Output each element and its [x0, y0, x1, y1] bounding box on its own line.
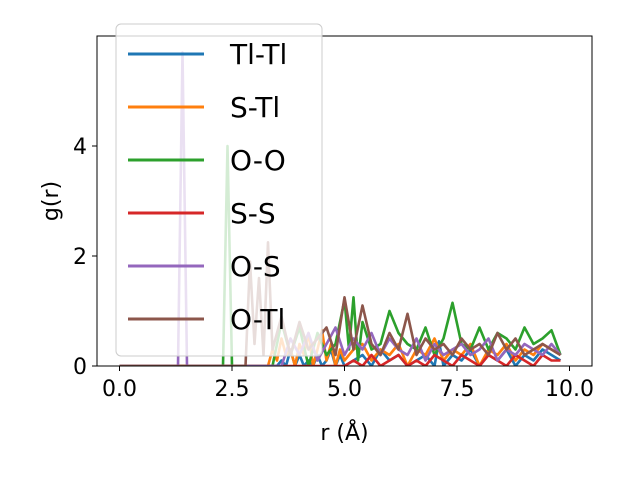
y-ticks: 0 2 4: [73, 135, 97, 380]
x-ticks: 0.0 2.5 5.0 7.5 10.0: [102, 366, 594, 402]
x-tick-label: 7.5: [440, 377, 475, 402]
legend-label-o-tl: O-Tl: [230, 303, 285, 336]
x-axis-label: r (Å): [320, 419, 368, 446]
x-tick-label: 10.0: [545, 377, 594, 402]
x-tick-label: 0.0: [102, 377, 137, 402]
y-tick-label: 2: [73, 245, 87, 270]
legend-label-tl-tl: Tl-Tl: [229, 38, 287, 71]
legend-box: [115, 23, 323, 357]
y-axis-label: g(r): [39, 181, 64, 221]
legend-label-o-s: O-S: [230, 250, 281, 283]
legend-label-o-o: O-O: [230, 144, 286, 177]
legend-label-s-tl: S-Tl: [230, 91, 280, 124]
y-tick-label: 4: [73, 135, 87, 160]
legend-label-s-s: S-S: [230, 197, 276, 230]
x-tick-label: 5.0: [327, 377, 362, 402]
y-tick-label: 0: [73, 355, 87, 380]
series-line-s-s: [119, 353, 561, 366]
series-line-s-tl: [119, 328, 562, 366]
legend: Tl-Tl S-Tl O-O S-S O-S O-Tl: [115, 23, 323, 357]
x-tick-label: 2.5: [215, 377, 250, 402]
